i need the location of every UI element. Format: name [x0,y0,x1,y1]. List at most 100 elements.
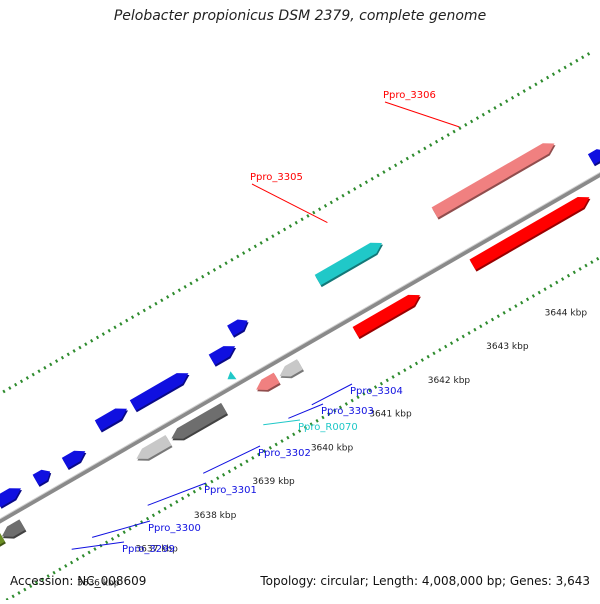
outer-tick-dot [382,170,386,174]
outer-tick-dot [516,92,520,97]
gene-label: Ppro_3299 [122,544,175,555]
outer-tick-dot [90,339,94,343]
inner-tick-dot [596,256,600,261]
inner-tick-dot [81,553,85,558]
inner-tick-dot [420,358,424,362]
gene-feature [279,359,303,377]
outer-tick-dot [60,355,65,360]
inner-tick-dot [520,300,524,305]
inner-tick-dot [233,466,237,470]
outer-tick-dot [528,85,532,90]
inner-tick-dot [391,375,395,379]
inner-tick-dot [461,334,465,339]
outer-tick-dot [259,241,263,245]
inner-tick-dot [69,560,74,565]
inner-tick-dot [356,395,360,399]
outer-tick-dot [31,372,35,377]
inner-tick-dot [385,378,389,383]
gene-feature [587,149,600,165]
gene-features [0,143,600,547]
inner-tick-dot [292,432,296,437]
gene-feature [352,294,420,338]
gene-feature [61,450,86,469]
outer-tick-dot [230,258,234,262]
outer-tick-dot [2,389,6,394]
outer-tick-dot [148,305,152,309]
inner-tick-dot [549,283,553,288]
outer-tick-dot [195,278,199,282]
scale-tick-label: 3638 kbp [194,511,237,521]
outer-tick-dot [54,359,59,363]
gene-label-leader [92,520,151,538]
outer-tick-dot [242,251,246,255]
inner-tick-dot [110,537,115,541]
inner-tick-dot [432,351,436,356]
inner-tick-dot [221,472,226,477]
scale-tick-label: 3642 kbp [428,376,471,386]
gene-label: Ppro_3301 [204,485,257,496]
inner-tick-dot [485,321,489,325]
outer-tick-dot [101,332,105,336]
inner-tick-dot [537,290,541,295]
inner-tick-dot [40,577,44,582]
outer-tick-dot [206,271,211,276]
gene-feature [171,402,228,439]
outer-tick-dot [575,58,579,63]
inner-tick-dot [555,280,559,285]
outer-tick-dot [323,204,328,208]
gene-feature [208,346,236,365]
gene-feature [1,519,26,537]
outer-tick-dot [312,210,316,215]
outer-tick-dot [8,386,12,390]
outer-tick-dot [434,139,439,144]
gene-feature [0,488,21,508]
outer-tick-dot [545,75,550,80]
inner-tick-dot [239,462,243,467]
outer-tick-dot [370,177,374,181]
gene-label-leader [71,541,125,550]
inner-tick-dot [280,439,284,443]
outer-tick-dot [43,366,47,370]
rna-feature-marker [227,371,237,380]
inner-tick-dot [34,580,39,585]
outer-tick-dot [557,69,561,73]
inner-tick-dot [204,483,208,487]
inner-tick-dot [531,294,536,298]
outer-tick-dot [481,112,485,117]
outer-tick-dot [130,315,135,319]
inner-tick-dot [379,381,384,386]
inner-tick-dot [327,412,331,416]
gene-feature [314,242,382,286]
gene-feature [94,408,127,431]
scale-tick-label: 3641 kbp [369,410,412,420]
outer-tick-dot [341,193,345,198]
outer-tick-dot [19,379,24,384]
outer-tick-dot [277,231,281,235]
inner-tick-dot [321,415,325,420]
inner-tick-dot [58,567,62,572]
inner-tick-dot [46,574,50,578]
outer-tick-dot [282,227,287,232]
inner-tick-dot [409,364,413,369]
inner-tick-dot [145,516,150,521]
gene-label: Ppro_3304 [350,386,403,397]
inner-tick-dot [508,307,512,312]
inner-tick-dot [286,435,290,440]
inner-tick-dot [17,591,21,595]
outer-tick-dot [335,197,339,201]
inner-tick-dot [198,486,202,491]
outer-tick-dot [78,345,82,350]
scale-tick-label: 3637 kbp [135,545,178,555]
backbone-line [0,172,600,524]
inner-tick-dot [490,317,495,322]
gene-feature [227,319,248,336]
outer-tick-dot [452,129,456,134]
inner-tick-dot [344,402,348,406]
outer-tick-dot [66,352,70,357]
scale-tick-label: 3639 kbp [252,477,295,487]
inner-tick-dot [455,337,460,342]
outer-tick-dot [569,62,573,66]
inner-tick-dot [584,263,588,268]
outer-tick-dot [551,72,556,76]
